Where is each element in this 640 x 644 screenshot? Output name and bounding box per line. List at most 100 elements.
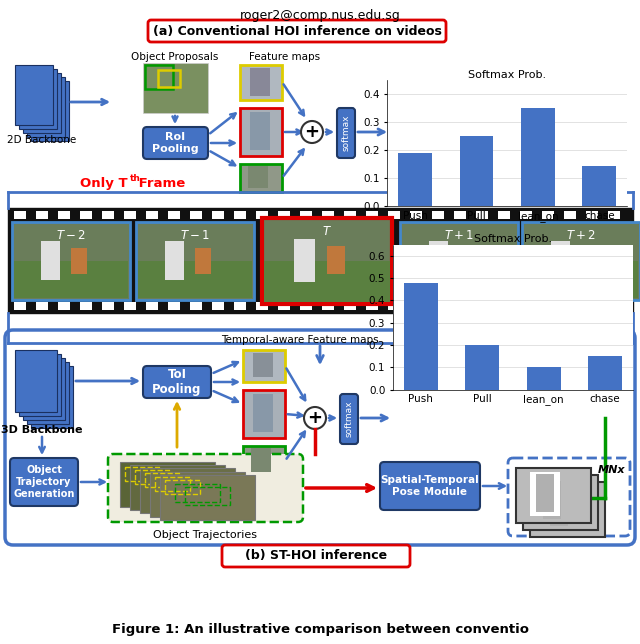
Bar [253,394,273,432]
FancyBboxPatch shape [10,458,78,506]
Bar [125,467,160,481]
Bar [136,222,254,300]
Bar [155,477,190,491]
Bar [145,65,173,89]
Text: Spatial-Temporal
Pose Module: Spatial-Temporal Pose Module [381,475,479,497]
Bar [588,356,622,390]
Bar [36,302,48,310]
Bar [185,487,230,505]
Bar [251,448,271,472]
Bar [582,166,616,206]
Bar [146,211,158,219]
Bar [536,474,554,512]
Bar [80,211,92,219]
Bar [31,366,73,428]
Bar [27,77,65,137]
Text: Object Proposals: Object Proposals [131,52,219,62]
Bar [145,474,190,492]
Bar [8,208,633,313]
Bar [143,63,208,113]
Bar [195,248,211,274]
Bar [300,211,312,219]
Bar [516,468,591,523]
Text: $T+1$: $T+1$ [444,229,474,242]
Bar [344,211,356,219]
Circle shape [301,121,323,143]
Bar [58,302,70,310]
Bar [150,472,245,517]
Bar [41,241,60,280]
Bar [522,222,640,300]
Text: $T$: $T$ [322,225,332,238]
Bar [520,302,532,310]
Bar [102,302,114,310]
Bar [294,239,315,282]
Bar [542,211,554,219]
Bar [248,166,268,188]
Bar [459,248,475,274]
Bar [19,354,61,416]
Bar [175,484,220,502]
Text: +: + [305,123,319,141]
Bar [564,302,576,310]
Bar [608,302,620,310]
Text: $T+2$: $T+2$ [566,229,596,242]
Bar [135,470,170,484]
Bar [550,488,568,526]
Bar [322,211,334,219]
Bar [404,283,438,390]
Bar [250,112,270,150]
Bar [158,70,180,87]
Text: MNx: MNx [598,465,626,475]
Bar [400,222,518,300]
Title: Softmax Prob.: Softmax Prob. [474,234,552,244]
Bar [398,153,432,206]
Bar [240,108,282,156]
Bar [460,137,493,206]
Bar [212,302,224,310]
Bar [160,475,255,520]
Text: ToI
Pooling: ToI Pooling [152,368,202,396]
Text: Feature maps: Feature maps [250,52,321,62]
Bar [523,475,598,530]
Bar [14,261,128,298]
Bar [429,241,448,280]
Bar [542,302,554,310]
Bar [527,367,561,390]
Bar [138,261,252,298]
Bar [432,302,444,310]
Text: $T-1$: $T-1$ [180,229,210,242]
Bar [250,68,270,96]
Bar [130,465,225,510]
Bar [165,480,210,498]
Bar [120,462,215,507]
Text: Frame: Frame [134,176,185,189]
Bar [12,222,130,300]
Bar [366,302,378,310]
Bar [124,211,136,219]
FancyBboxPatch shape [143,366,211,398]
Bar [243,390,285,438]
Bar [140,468,235,513]
Bar [234,302,246,310]
FancyBboxPatch shape [340,394,358,444]
Bar [410,302,422,310]
Bar [264,261,390,302]
Bar [212,211,224,219]
Bar [58,211,70,219]
Bar [581,248,597,274]
Bar [388,302,400,310]
Bar [476,302,488,310]
Bar [19,69,57,129]
Bar [124,302,136,310]
Bar [530,472,560,516]
Bar [537,479,567,523]
Bar [410,211,422,219]
Bar [586,302,598,310]
Bar [14,211,26,219]
Text: RoI
Pooling: RoI Pooling [152,132,198,154]
Bar [564,211,576,219]
Text: Figure 1: An illustrative comparison between conventio: Figure 1: An illustrative comparison bet… [111,623,529,636]
Text: roger2@comp.nus.edu.sg: roger2@comp.nus.edu.sg [239,9,401,22]
Bar [521,108,555,206]
